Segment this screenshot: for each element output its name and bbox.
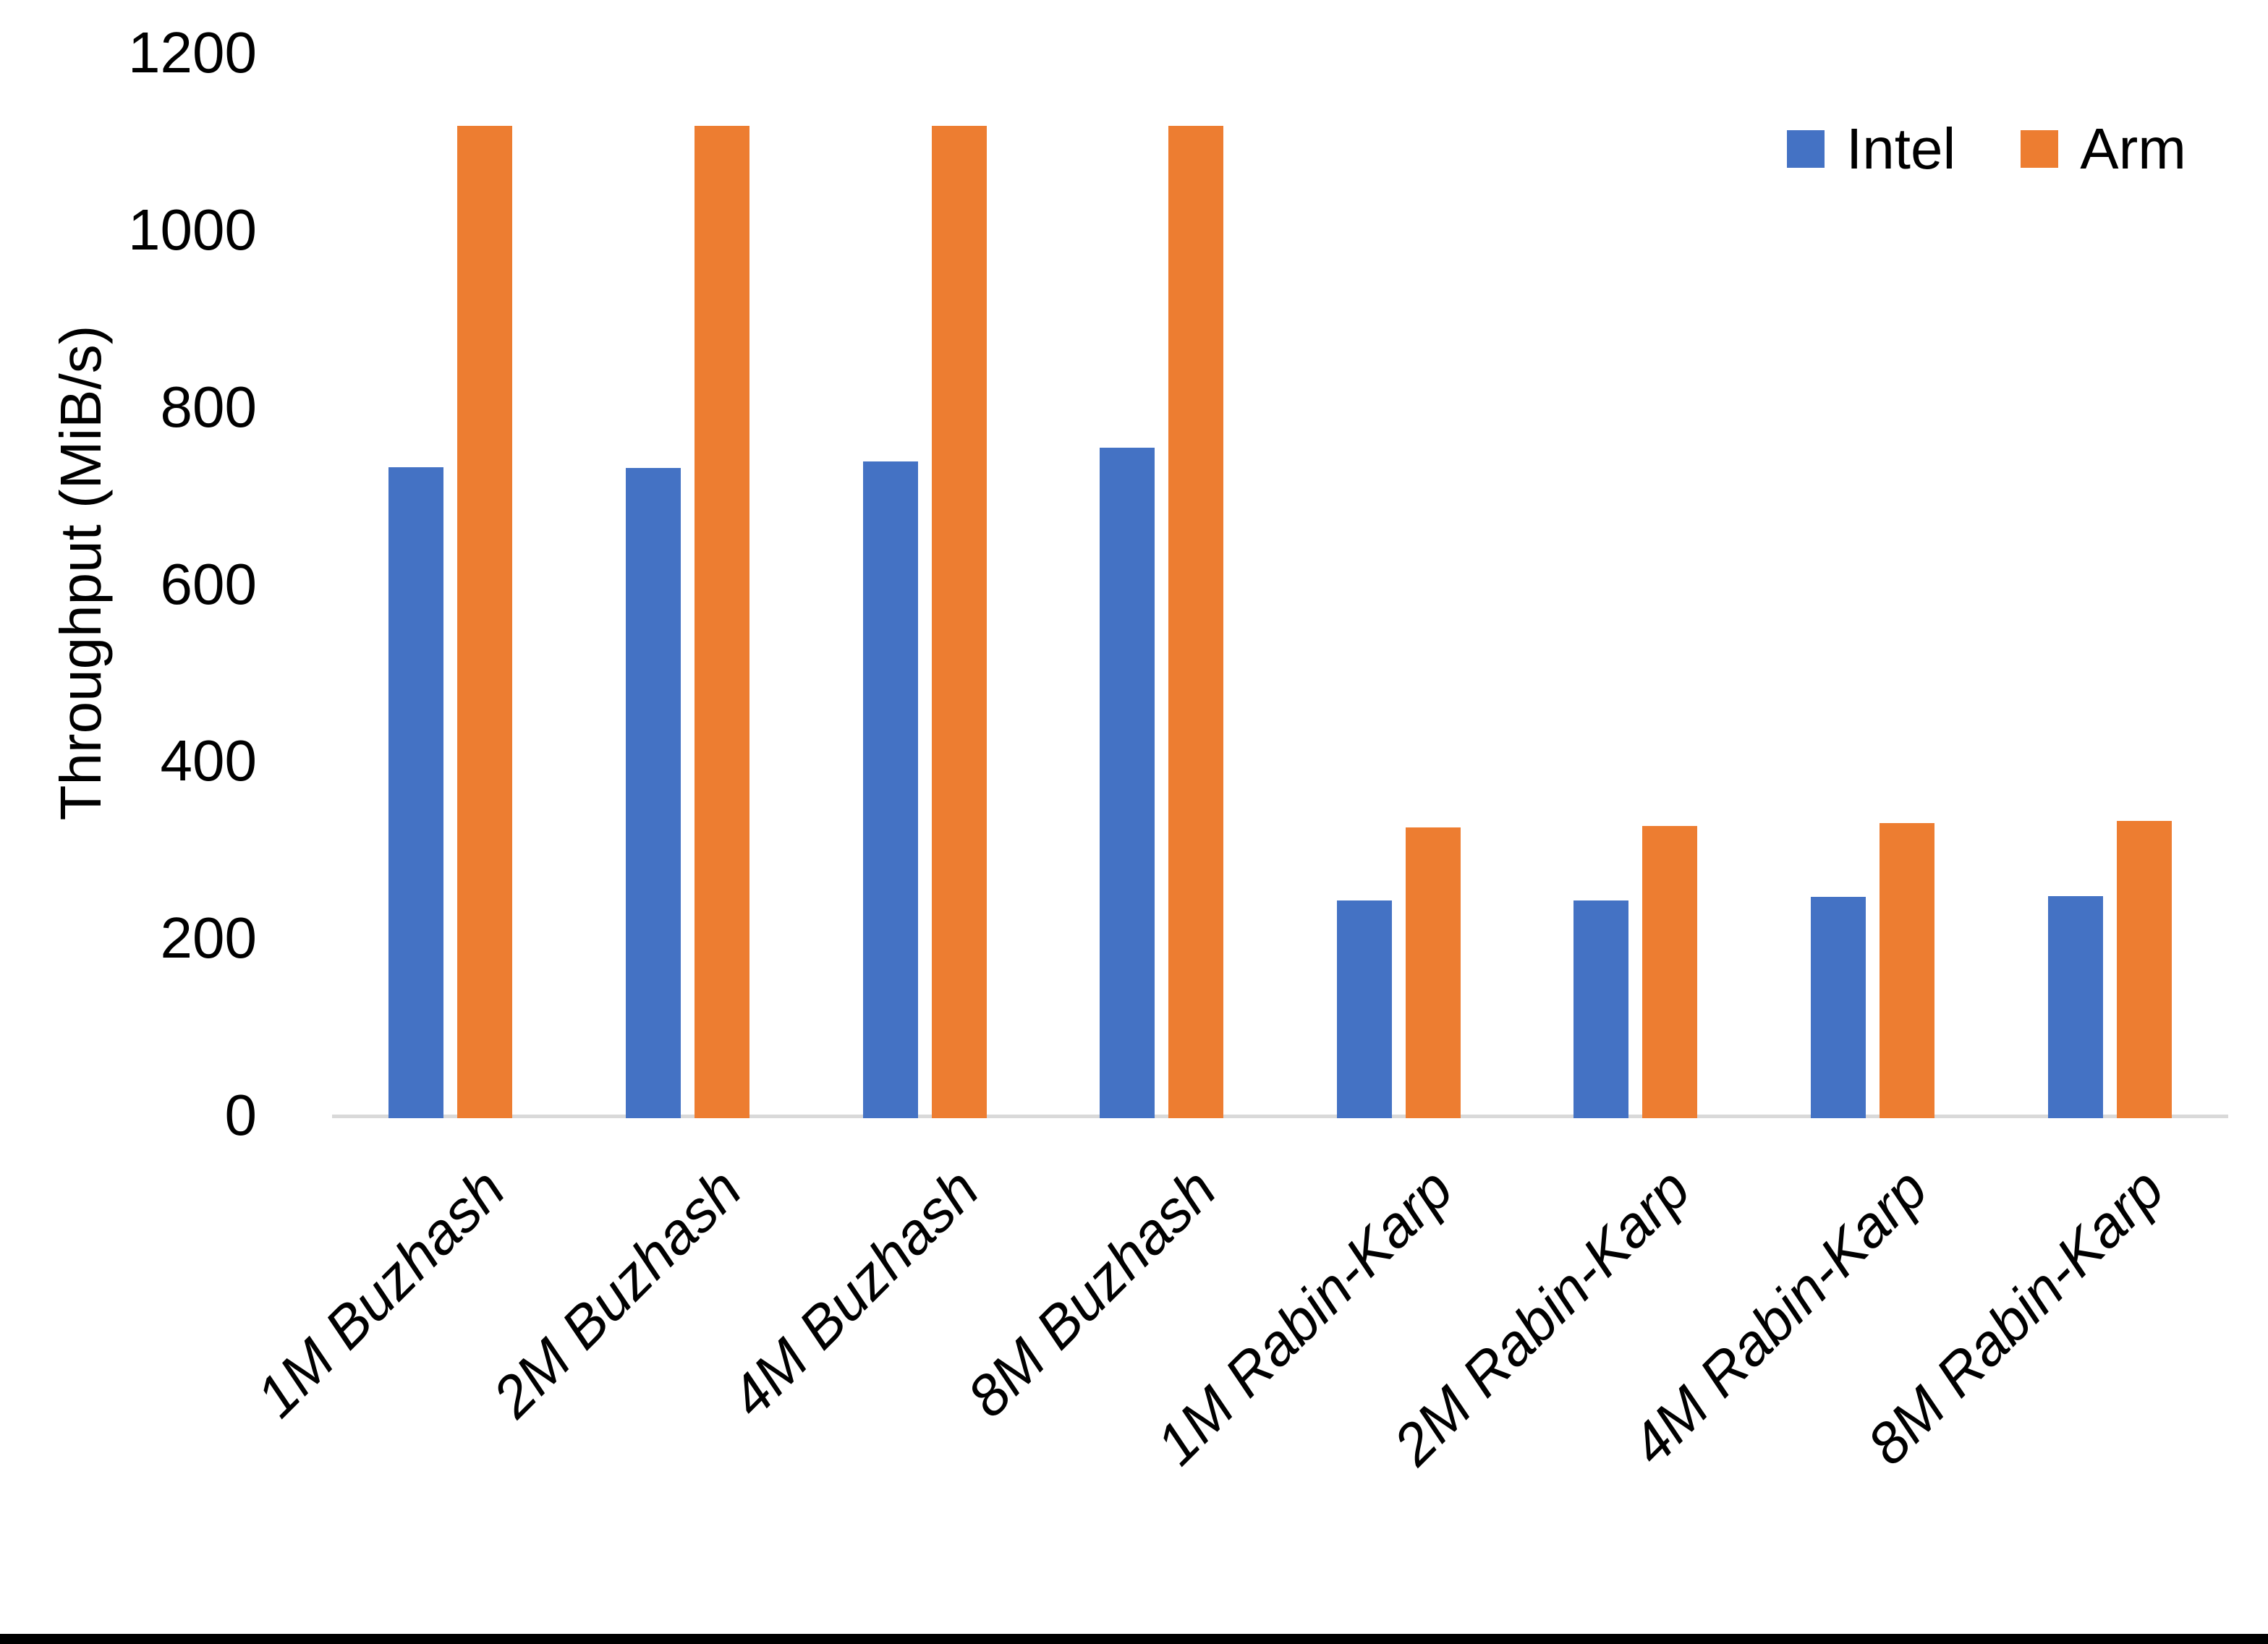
bar-intel-8m-rabin-karp — [2048, 896, 2103, 1118]
bar-intel-4m-rabin-karp — [1811, 897, 1866, 1118]
bar-intel-4m-buzhash — [863, 461, 918, 1118]
bottom-border — [0, 1634, 2268, 1644]
bar-arm-2m-buzhash — [695, 126, 749, 1118]
bar-intel-8m-buzhash — [1100, 448, 1155, 1118]
bar-arm-1m-buzhash — [457, 126, 512, 1118]
y-tick-label-800: 800 — [160, 374, 257, 439]
bar-arm-8m-buzhash — [1168, 126, 1223, 1118]
y-tick-label-600: 600 — [160, 551, 257, 616]
x-axis-line — [332, 1115, 2228, 1118]
bar-intel-1m-rabin-karp — [1337, 900, 1392, 1118]
y-tick-label-200: 200 — [160, 906, 257, 971]
legend-swatch-intel — [1787, 130, 1825, 168]
y-tick-label-400: 400 — [160, 728, 257, 793]
x-label-2m-buzhash: 2M Buzhash — [480, 1156, 754, 1430]
x-label-1m-buzhash: 1M Buzhash — [244, 1156, 517, 1430]
bar-arm-2m-rabin-karp — [1642, 826, 1697, 1118]
bar-arm-4m-rabin-karp — [1880, 823, 1934, 1118]
bar-intel-2m-rabin-karp — [1573, 900, 1628, 1118]
legend-label-arm: Arm — [2080, 116, 2186, 181]
y-tick-label-1000: 1000 — [128, 197, 257, 262]
bar-intel-2m-buzhash — [626, 468, 681, 1118]
bar-arm-4m-buzhash — [932, 126, 987, 1118]
bar-arm-8m-rabin-karp — [2117, 821, 2172, 1118]
bar-arm-1m-rabin-karp — [1406, 827, 1461, 1118]
y-tick-label-1200: 1200 — [128, 20, 257, 85]
legend-label-intel: Intel — [1846, 116, 1956, 181]
legend: Intel Arm — [1787, 116, 2186, 181]
x-label-4m-buzhash: 4M Buzhash — [718, 1156, 991, 1430]
bar-intel-1m-buzhash — [388, 467, 443, 1118]
legend-swatch-arm — [2021, 130, 2059, 168]
legend-item-intel: Intel — [1787, 116, 1955, 182]
legend-item-arm: Arm — [2021, 116, 2186, 182]
y-tick-label-0: 0 — [224, 1083, 258, 1147]
